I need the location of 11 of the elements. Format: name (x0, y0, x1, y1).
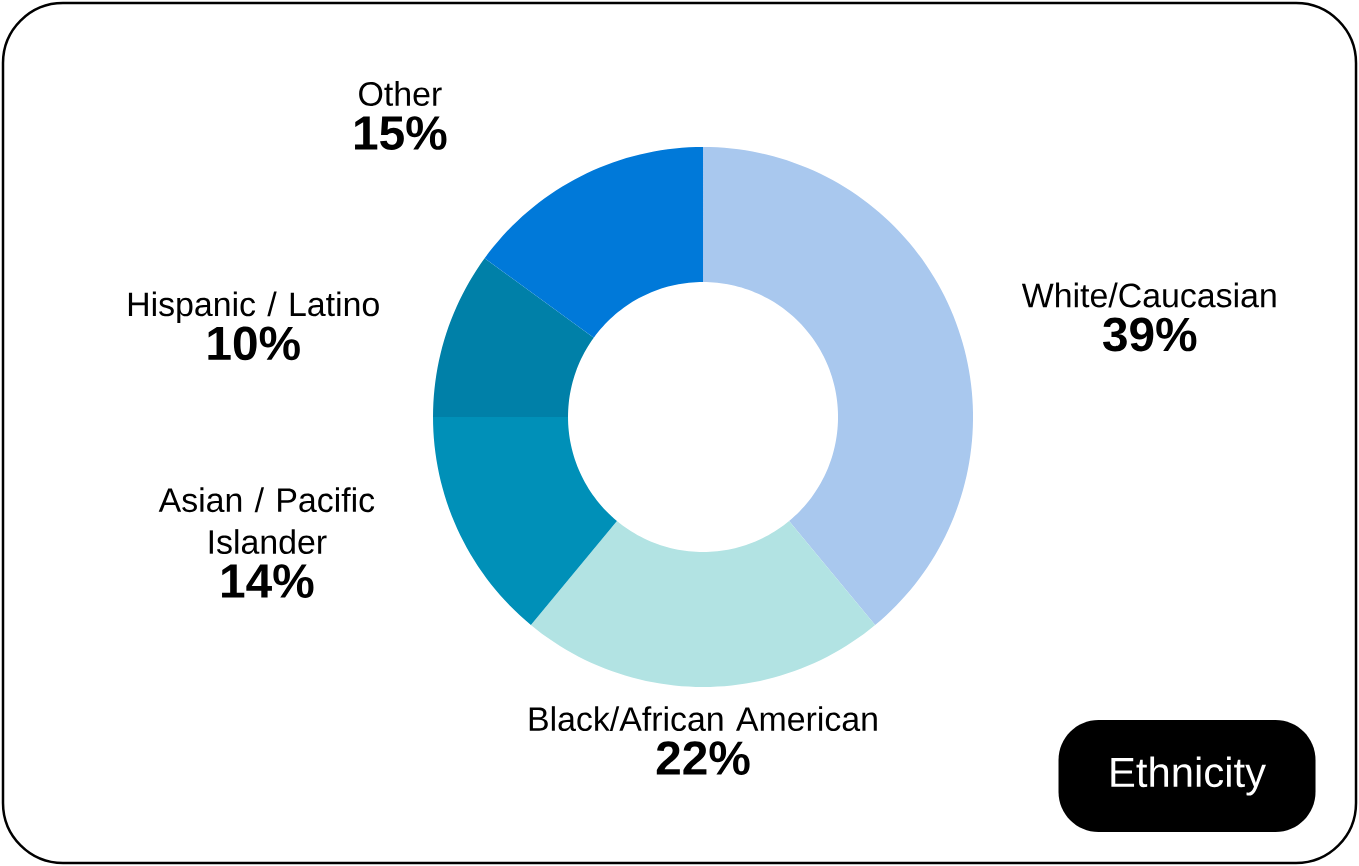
slice-label: Asian / Pacific Islander (158, 487, 375, 555)
slice-label: Black/African American (529, 706, 877, 732)
slice-label: Other (359, 81, 442, 106)
data-label: 22% (656, 741, 750, 775)
slice-label: White/Caucasian (1021, 282, 1276, 308)
slice-label: Hispanic / Latino (128, 291, 379, 323)
data-label: 14% (222, 564, 314, 598)
data-label: 15% (355, 116, 447, 150)
text: Ethnicity (1111, 756, 1266, 796)
data-label: 10% (208, 326, 300, 361)
data-label: 39% (1103, 317, 1197, 352)
